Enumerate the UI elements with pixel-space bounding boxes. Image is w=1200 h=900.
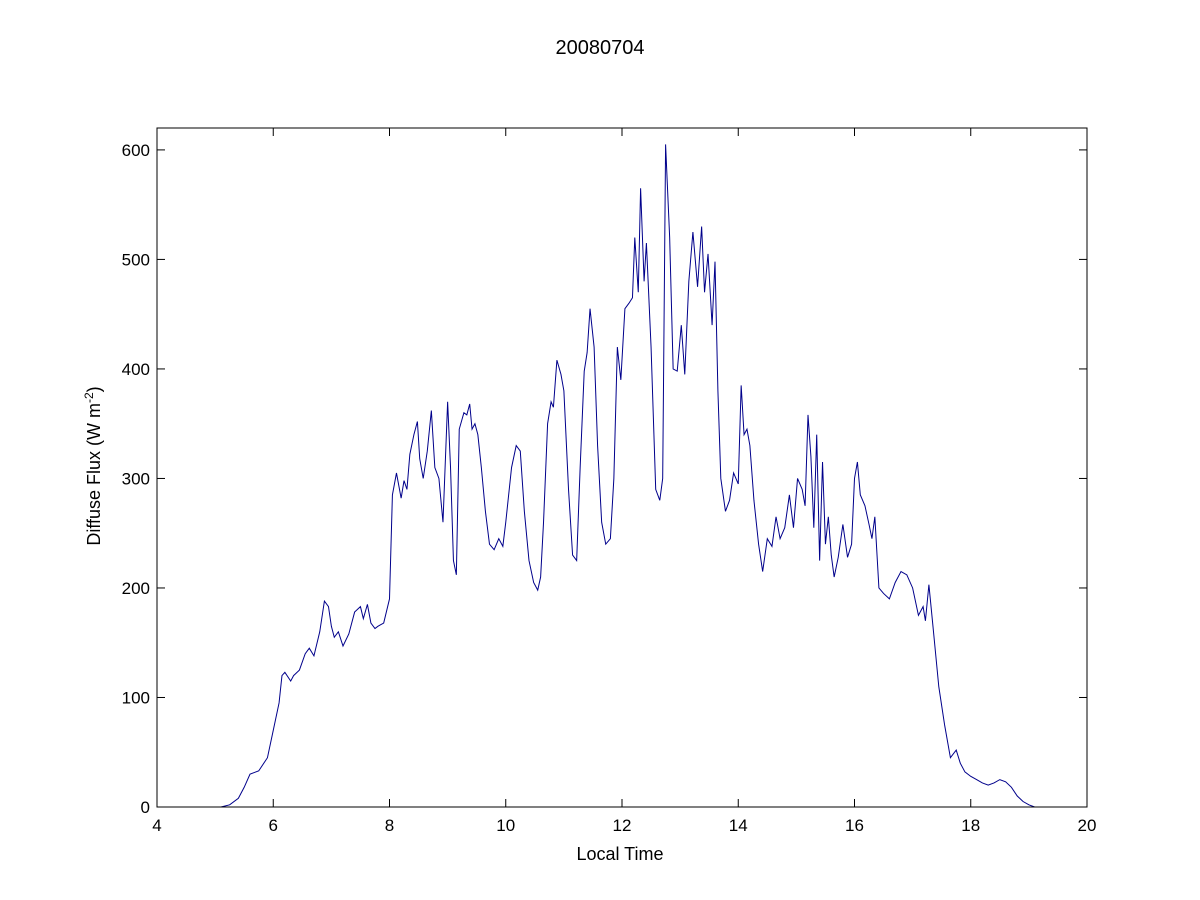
y-axis-label-main: Diffuse Flux (W m: [84, 403, 104, 546]
x-tick-label: 20: [1078, 816, 1097, 835]
y-tick-label: 500: [122, 250, 150, 269]
x-tick-label: 8: [385, 816, 394, 835]
y-axis-label-superscript: -2: [82, 392, 96, 403]
x-tick-label: 18: [961, 816, 980, 835]
x-tick-label: 6: [269, 816, 278, 835]
y-tick-label: 200: [122, 579, 150, 598]
y-axis-label: Diffuse Flux (W m-2): [82, 386, 104, 545]
chart-title: 20080704: [556, 37, 645, 59]
x-axis-label: Local Time: [576, 844, 663, 864]
y-tick-label: 300: [122, 469, 150, 488]
y-tick-label: 100: [122, 688, 150, 707]
x-tick-label: 10: [496, 816, 515, 835]
x-tick-label: 14: [729, 816, 748, 835]
y-axis-label-tail: ): [84, 386, 104, 392]
x-tick-label: 4: [152, 816, 161, 835]
y-tick-label: 600: [122, 141, 150, 160]
x-tick-label: 12: [613, 816, 632, 835]
plot-area: [157, 128, 1087, 807]
y-tick-label: 400: [122, 360, 150, 379]
series-line-0: [220, 144, 1053, 808]
y-tick-label: 0: [141, 798, 150, 817]
x-tick-label: 16: [845, 816, 864, 835]
